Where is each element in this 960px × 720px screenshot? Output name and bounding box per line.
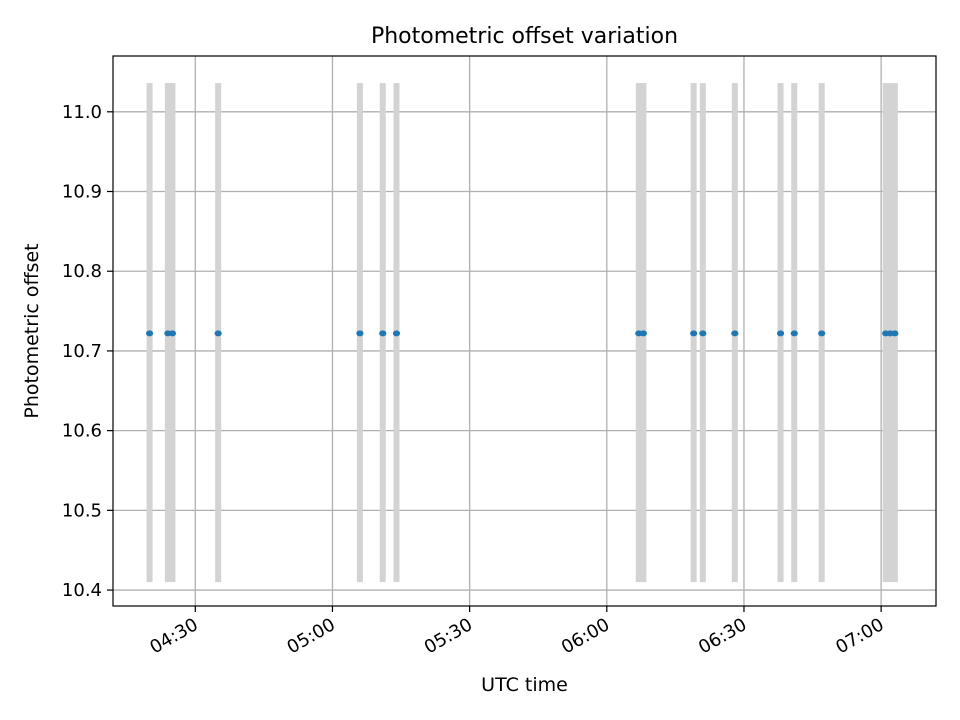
chart-title: Photometric offset variation [371, 24, 678, 49]
x-tick-label: 06:30 [695, 614, 750, 658]
data-point [145, 330, 154, 337]
y-tick-label: 10.7 [62, 341, 102, 362]
y-axis-title: Photometric offset [21, 243, 43, 418]
y-tick-label: 10.4 [62, 580, 102, 601]
data-point [690, 330, 698, 337]
observation-spans [146, 83, 898, 583]
data-point [891, 330, 899, 337]
data-point [356, 330, 364, 337]
y-tick-label: 10.6 [62, 421, 102, 442]
y-axis: 10.4 10.5 10.6 10.7 10.8 10.9 11.0 [62, 102, 113, 601]
data-point [790, 330, 798, 337]
x-tick-label: 07:00 [832, 614, 887, 658]
x-axis-title: UTC time [481, 674, 568, 696]
y-tick-label: 10.9 [62, 182, 102, 203]
data-point [639, 330, 647, 337]
plot-frame [112, 55, 937, 607]
data-point [214, 330, 222, 337]
data-point [168, 330, 177, 337]
y-tick-label: 10.5 [62, 500, 102, 521]
y-tick-label: 10.8 [62, 261, 102, 282]
data-point [818, 330, 826, 337]
x-tick-label: 05:00 [284, 614, 339, 658]
data-point [731, 330, 739, 337]
x-tick-label: 04:30 [146, 614, 201, 658]
data-point [392, 330, 401, 337]
data-point [776, 330, 785, 337]
data-points [145, 330, 899, 337]
x-tick-label: 05:30 [421, 614, 476, 658]
data-point [699, 330, 707, 337]
x-axis: 04:30 05:00 05:30 06:00 06:30 07:00 [146, 606, 888, 658]
grid [113, 56, 936, 606]
data-point [379, 330, 387, 337]
y-tick-label: 11.0 [62, 102, 102, 123]
x-tick-label: 06:00 [558, 614, 613, 658]
